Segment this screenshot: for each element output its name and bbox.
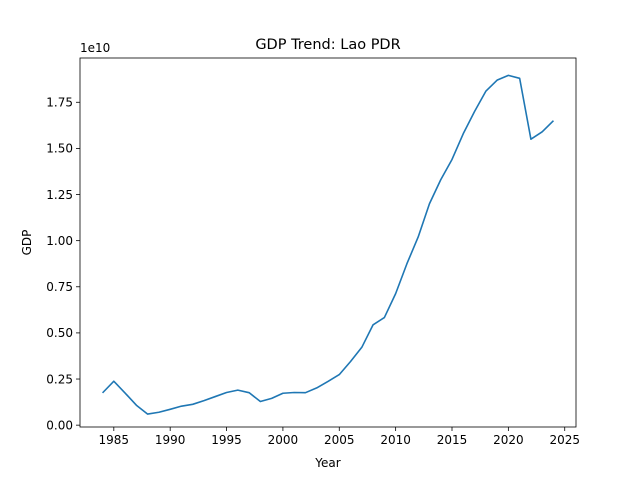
- x-axis-ticks: 1985 1990 1995 2000 2005 2010 2015 2020 2025: [99, 427, 580, 447]
- y-tick-label: 0.50: [46, 326, 73, 340]
- x-tick-label: 1995: [211, 433, 242, 447]
- y-tick-label: 1.75: [46, 96, 73, 110]
- y-tick-label: 1.25: [46, 188, 73, 202]
- x-tick-label: 2010: [380, 433, 411, 447]
- x-axis-label: Year: [314, 456, 340, 470]
- y-tick-label: 0.75: [46, 280, 73, 294]
- plot-lines: [101, 74, 555, 415]
- y-tick-label: 0.25: [46, 372, 73, 386]
- y-tick-label: 1.00: [46, 234, 73, 248]
- series-line-0: [101, 74, 555, 415]
- y-axis-offset-label: 1e10: [80, 41, 110, 55]
- x-tick-label: 2025: [549, 433, 580, 447]
- y-axis-ticks: 0.00 0.25 0.50 0.75 1.00 1.25 1.50 1.75: [46, 96, 80, 432]
- x-tick-label: 1990: [155, 433, 186, 447]
- x-tick-label: 2020: [493, 433, 524, 447]
- chart-title: GDP Trend: Lao PDR: [255, 37, 400, 53]
- x-tick-label: 2000: [268, 433, 299, 447]
- y-axis-label: GDP: [20, 230, 34, 256]
- x-tick-label: 1985: [99, 433, 130, 447]
- y-tick-label: 0.00: [46, 418, 73, 432]
- y-tick-label: 1.50: [46, 142, 73, 156]
- plot-frame: [79, 57, 577, 428]
- x-tick-label: 2015: [437, 433, 468, 447]
- x-tick-label: 2005: [324, 433, 355, 447]
